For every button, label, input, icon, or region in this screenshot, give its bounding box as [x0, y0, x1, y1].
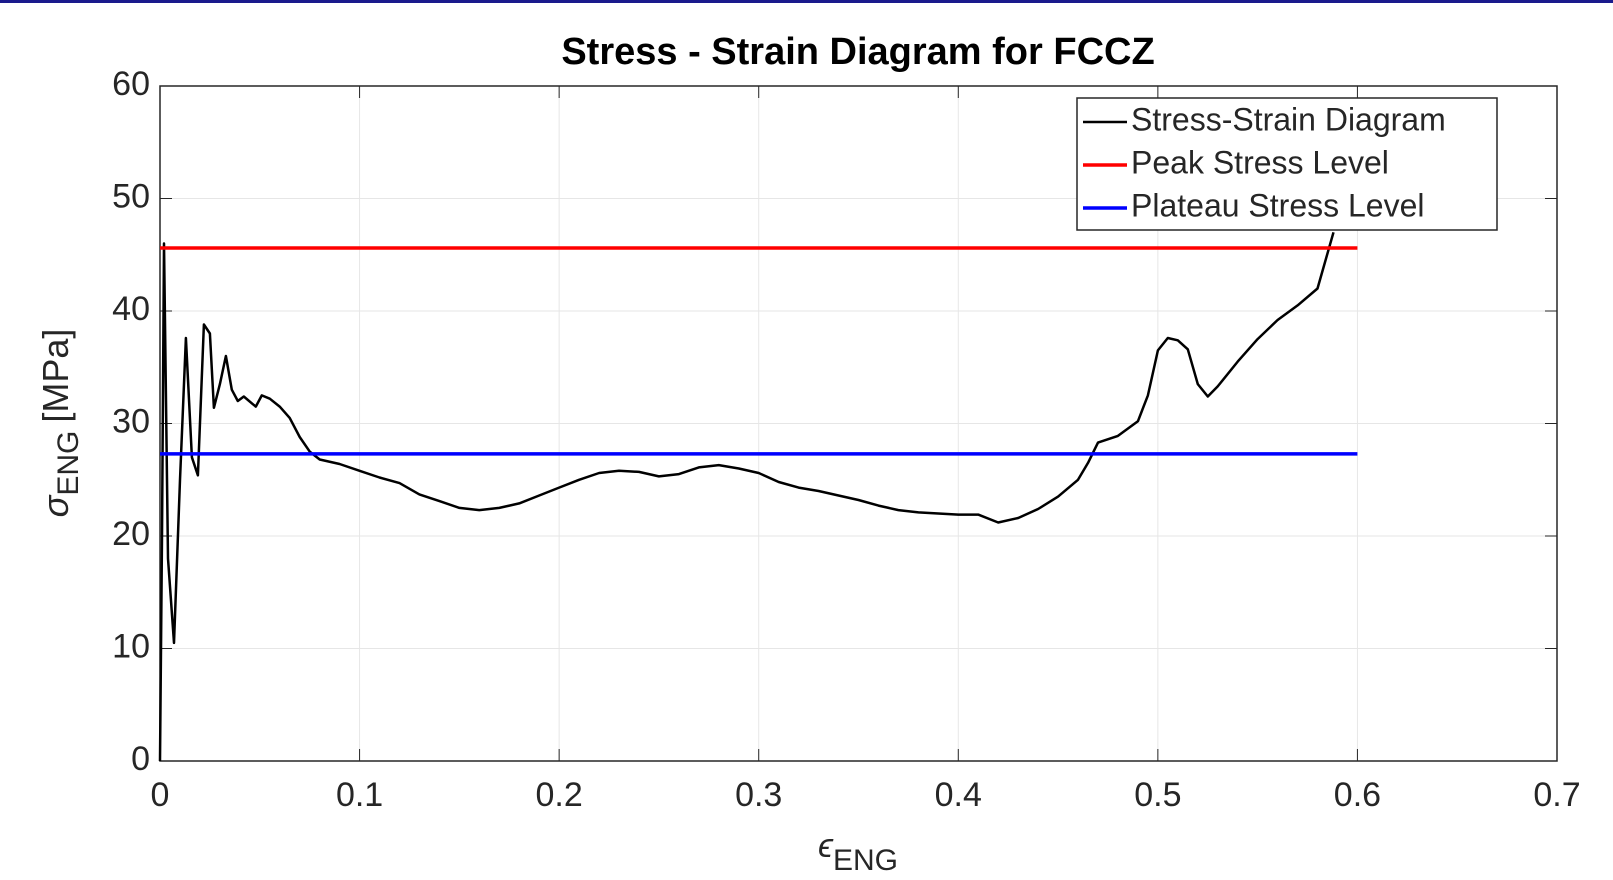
x-tick-label: 0.3: [735, 776, 782, 814]
y-label-subscript: ENG: [52, 431, 85, 496]
y-tick-label: 10: [112, 627, 150, 665]
x-tick-label: 0.1: [336, 776, 383, 814]
y-tick-label: 20: [112, 515, 150, 553]
y-label-unit: [MPa]: [35, 329, 76, 423]
legend-label: Peak Stress Level: [1131, 144, 1389, 180]
y-axis-label: σENG [MPa]: [35, 329, 85, 518]
legend-label: Plateau Stress Level: [1131, 187, 1425, 223]
y-tick-label: 0: [131, 740, 150, 778]
x-tick-label: 0.5: [1134, 776, 1181, 814]
x-tick-label: 0.4: [935, 776, 982, 814]
x-tick-label: 0.7: [1533, 776, 1580, 814]
x-label-subscript: ENG: [833, 844, 898, 877]
x-tick-label: 0.2: [536, 776, 583, 814]
x-label-symbol: ϵ: [818, 827, 834, 865]
y-tick-label: 30: [112, 402, 150, 440]
y-tick-label: 50: [112, 177, 150, 215]
x-tick-label: 0.6: [1334, 776, 1381, 814]
legend-box: [1076, 97, 1498, 231]
data-line: [158, 231, 1335, 762]
chart-title: Stress - Strain Diagram for FCCZ: [561, 31, 1154, 73]
legend-label: Stress-Strain Diagram: [1131, 101, 1446, 137]
x-axis-label: ϵENG: [818, 827, 898, 877]
y-label-symbol: σ: [35, 494, 76, 517]
top-border: [0, 0, 1613, 3]
plot-frame: [159, 85, 1558, 762]
y-tick-label: 60: [112, 65, 150, 103]
y-tick-label: 40: [112, 290, 150, 328]
x-tick-label: 0: [151, 776, 170, 814]
